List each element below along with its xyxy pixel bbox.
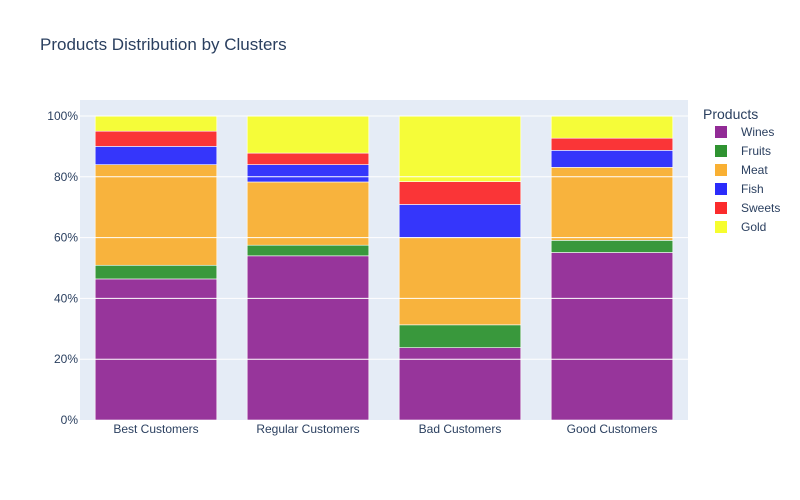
- bar-segment-wines[interactable]: [550, 252, 674, 421]
- bar-segment-gold[interactable]: [550, 115, 674, 139]
- bar-segment-wines[interactable]: [246, 255, 370, 421]
- bar-segment-fish[interactable]: [246, 164, 370, 183]
- legend-item-meat[interactable]: Meat: [715, 163, 768, 177]
- bar-segment-gold[interactable]: [94, 115, 218, 132]
- legend-swatch: [715, 221, 727, 233]
- bar-segment-wines[interactable]: [94, 278, 218, 421]
- bar-segment-fruits[interactable]: [246, 244, 370, 257]
- bar-segment-wines[interactable]: [398, 347, 522, 421]
- legend-label: Sweets: [741, 201, 780, 215]
- legend-item-wines[interactable]: Wines: [715, 125, 774, 139]
- legend-item-fish[interactable]: Fish: [715, 182, 764, 196]
- legend-swatch: [715, 145, 727, 157]
- x-tick-label: Best Customers: [113, 422, 198, 436]
- y-tick-label: 100%: [47, 109, 78, 123]
- legend-swatch: [715, 183, 727, 195]
- legend-item-sweets[interactable]: Sweets: [715, 201, 780, 215]
- y-tick-label: 20%: [54, 352, 78, 366]
- y-tick-label: 40%: [54, 291, 78, 305]
- bar-segment-sweets[interactable]: [246, 152, 370, 165]
- legend-title: Products: [703, 106, 758, 122]
- legend-item-fruits[interactable]: Fruits: [715, 144, 771, 158]
- bars-group: [94, 115, 674, 421]
- y-axis: 0% 20% 40% 60% 80% 100%: [47, 109, 688, 427]
- y-tick-label: 0%: [61, 413, 79, 427]
- chart-title: Products Distribution by Clusters: [40, 35, 287, 54]
- legend-label: Meat: [741, 163, 768, 177]
- bar-segment-sweets[interactable]: [398, 181, 522, 205]
- bar-segment-fruits[interactable]: [94, 264, 218, 280]
- bar-segment-fruits[interactable]: [550, 240, 674, 253]
- legend-swatch: [715, 126, 727, 138]
- x-tick-label: Good Customers: [567, 422, 658, 436]
- bar-segment-fish[interactable]: [550, 150, 674, 168]
- legend-label: Fruits: [741, 144, 771, 158]
- x-axis: Best Customers Regular Customers Bad Custo…: [113, 422, 657, 436]
- x-tick-label: Regular Customers: [256, 422, 359, 436]
- bar-segment-fish[interactable]: [398, 204, 522, 238]
- x-tick-label: Bad Customers: [419, 422, 502, 436]
- bar-segment-gold[interactable]: [246, 115, 370, 154]
- legend-swatch: [715, 202, 727, 214]
- y-tick-label: 60%: [54, 231, 78, 245]
- legend-label: Wines: [741, 125, 774, 139]
- legend-swatch: [715, 164, 727, 176]
- legend[interactable]: Products Wines Fruits Meat Fish Sweets Gold: [703, 106, 780, 234]
- bar-segment-meat[interactable]: [398, 237, 522, 326]
- legend-label: Gold: [741, 220, 766, 234]
- bar-segment-gold[interactable]: [398, 115, 522, 182]
- bar-segment-meat[interactable]: [246, 181, 370, 246]
- legend-label: Fish: [741, 182, 764, 196]
- legend-item-gold[interactable]: Gold: [715, 220, 766, 234]
- bar-segment-meat[interactable]: [94, 164, 218, 266]
- y-tick-label: 80%: [54, 170, 78, 184]
- bar-segment-sweets[interactable]: [550, 137, 674, 151]
- bar-segment-fruits[interactable]: [398, 324, 522, 348]
- bar-segment-meat[interactable]: [550, 167, 674, 241]
- bar-segment-sweets[interactable]: [94, 130, 218, 147]
- bar-segment-fish[interactable]: [94, 146, 218, 165]
